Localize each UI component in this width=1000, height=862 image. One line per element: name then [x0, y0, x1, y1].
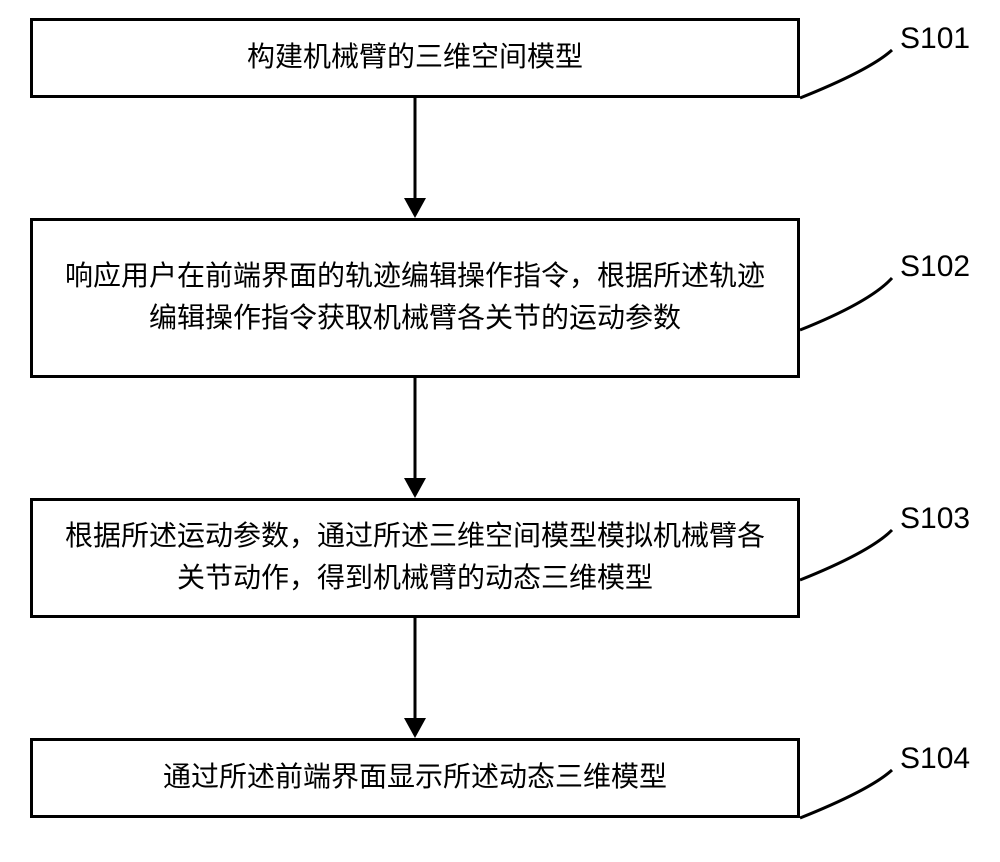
step-text-s102: 响应用户在前端界面的轨迹编辑操作指令，根据所述轨迹编辑操作指令获取机械臂各关节的…	[57, 256, 773, 340]
flowchart-container: 构建机械臂的三维空间模型 S101 响应用户在前端界面的轨迹编辑操作指令，根据所…	[0, 0, 1000, 862]
step-box-s101: 构建机械臂的三维空间模型	[30, 18, 800, 98]
step-text-s104: 通过所述前端界面显示所述动态三维模型	[163, 757, 667, 799]
arrow-s102-s103	[0, 0, 1000, 862]
step-text-s103: 根据所述运动参数，通过所述三维空间模型模拟机械臂各关节动作，得到机械臂的动态三维…	[57, 516, 773, 600]
label-connector-s102	[0, 0, 1000, 862]
step-label-s101: S101	[900, 22, 970, 56]
step-label-s103: S103	[900, 502, 970, 536]
step-box-s102: 响应用户在前端界面的轨迹编辑操作指令，根据所述轨迹编辑操作指令获取机械臂各关节的…	[30, 218, 800, 378]
label-connector-s104	[0, 0, 1000, 862]
step-text-s101: 构建机械臂的三维空间模型	[247, 37, 583, 79]
step-label-s102: S102	[900, 250, 970, 284]
label-connector-s101	[0, 0, 1000, 862]
arrow-s101-s102	[0, 0, 1000, 862]
arrow-s103-s104	[0, 0, 1000, 862]
label-connector-s103	[0, 0, 1000, 862]
step-box-s104: 通过所述前端界面显示所述动态三维模型	[30, 738, 800, 818]
step-box-s103: 根据所述运动参数，通过所述三维空间模型模拟机械臂各关节动作，得到机械臂的动态三维…	[30, 498, 800, 618]
step-label-s104: S104	[900, 742, 970, 776]
